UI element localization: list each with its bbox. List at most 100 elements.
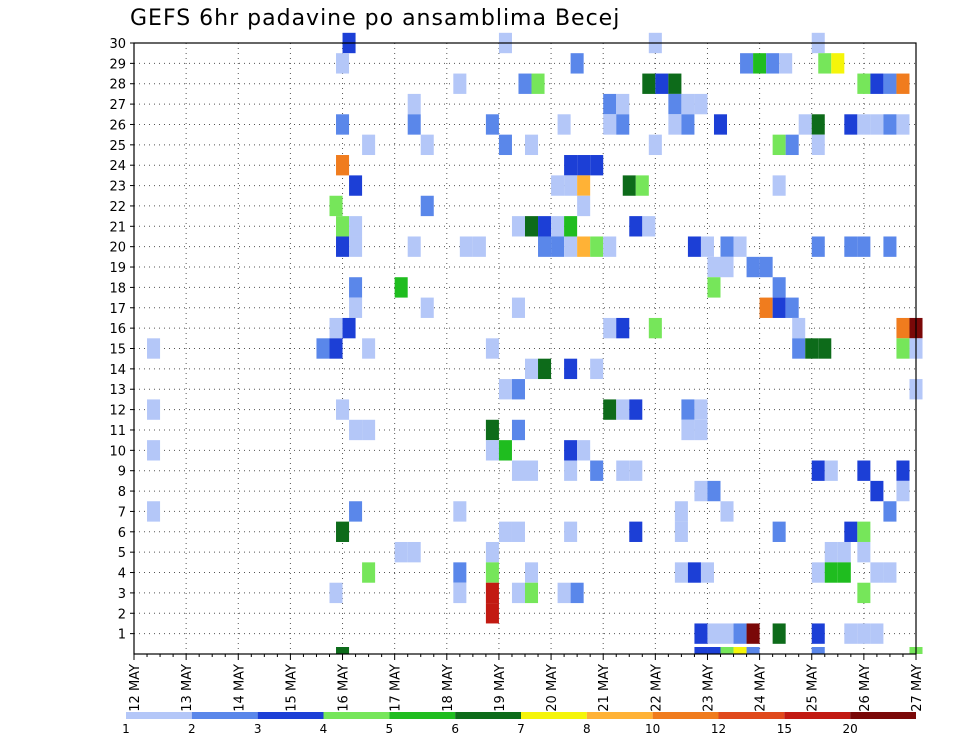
heatmap-cell [733,623,747,644]
y-tick-label: 20 [109,241,126,256]
heatmap-cell [349,236,363,257]
heatmap-cell [811,114,825,135]
heatmap-cell [538,358,552,380]
heatmap-cell [629,216,643,237]
heatmap-cell [603,317,617,339]
heatmap-cell [525,358,539,380]
colorbar-segment [191,712,258,719]
colorbar-label: 7 [517,722,525,736]
heatmap-cell [870,562,884,583]
heatmap-cell [766,53,780,74]
heatmap-cell [498,521,512,542]
y-tick-label: 8 [118,485,126,500]
heatmap-cell [616,317,630,339]
heatmap-cell [518,73,532,94]
y-tick-label: 27 [109,98,126,113]
x-tick-label: 16 MAY [337,664,352,712]
heatmap-cell [792,338,806,359]
y-tick-label: 17 [109,302,126,317]
heatmap-cell [837,562,851,583]
y-tick-label: 2 [118,607,126,622]
heatmap-cell [407,236,421,257]
heatmap-cell [707,256,721,278]
heatmap-cell [453,582,467,604]
x-tick-label: 19 MAY [493,664,508,712]
colorbar-label: 5 [386,722,394,736]
heatmap-cell [557,114,571,135]
heatmap-cell [792,317,806,339]
heatmap-cell [570,582,584,604]
y-tick-label: 11 [109,424,126,439]
heatmap-cell [525,134,539,156]
y-tick-label: 12 [109,404,126,419]
heatmap-cell [824,562,838,583]
heatmap-cell [485,562,499,583]
heatmap-cell [531,73,545,94]
heatmap-cell [511,419,525,441]
heatmap-cell [362,419,376,441]
colorbar-segment [652,712,719,719]
heatmap-cell [772,277,786,298]
colorbar-label: 2 [188,722,196,736]
heatmap-cell [844,236,858,257]
heatmap-cell [498,134,512,156]
heatmap-cell [511,582,525,604]
heatmap-cell [648,134,662,156]
heatmap-cell [759,297,773,318]
heatmap-cell [870,480,884,502]
heatmap-cell [713,114,728,135]
heatmap-cell [316,338,330,359]
colorbar-label: 1 [122,722,130,736]
y-tick-label: 6 [118,526,126,541]
heatmap-cell [681,399,695,420]
heatmap-cell [857,623,871,644]
heatmap-cell [577,175,591,196]
heatmap-cell [674,562,688,583]
heatmap-cell [772,623,786,644]
colorbar-segment [586,712,653,719]
heatmap-cell [857,460,871,481]
heatmap-cell [511,216,525,237]
y-tick-label: 18 [109,281,126,296]
heatmap-cell [811,623,825,644]
x-tick-label: 21 MAY [597,664,612,712]
heatmap-cell [394,277,408,298]
heatmap-cell [674,521,688,542]
heatmap-cell [740,53,754,74]
heatmap-cell [824,460,838,481]
heatmap-cell [336,53,350,74]
heatmap-cell [362,338,376,359]
heatmap-cell [629,521,643,542]
heatmap-cell [694,419,708,441]
heatmap-cell [551,216,565,237]
heatmap-cell [681,114,695,135]
heatmap-cell [720,623,734,644]
heatmap-cell [453,562,467,583]
heatmap-cell [407,93,421,115]
heatmap-cell [668,114,682,135]
y-tick-label: 26 [109,118,126,133]
heatmap-cell [147,338,161,359]
heatmap-cell [564,175,578,196]
heatmap-cell [525,562,539,583]
y-tick-label: 29 [109,57,126,72]
heatmap-cell [453,73,467,94]
heatmap-cell [551,175,565,196]
heatmap-cell [485,440,499,461]
x-tick-label: 15 MAY [284,664,299,712]
heatmap-cell [147,399,161,420]
heatmap-cell [857,521,871,542]
heatmap-cell [870,73,884,94]
x-tick-label: 24 MAY [754,664,769,712]
heatmap-cell [759,256,773,278]
heatmap-cell [857,541,871,563]
heatmap-cell [577,440,591,461]
heatmap-cell [564,216,578,237]
heatmap-cell [329,338,343,359]
heatmap-cell [498,379,512,400]
heatmap-cell [336,647,350,654]
heatmap-cell [857,73,871,94]
heatmap-cell [349,419,363,441]
heatmap-cell [459,236,473,257]
heatmap-cell [564,521,578,542]
